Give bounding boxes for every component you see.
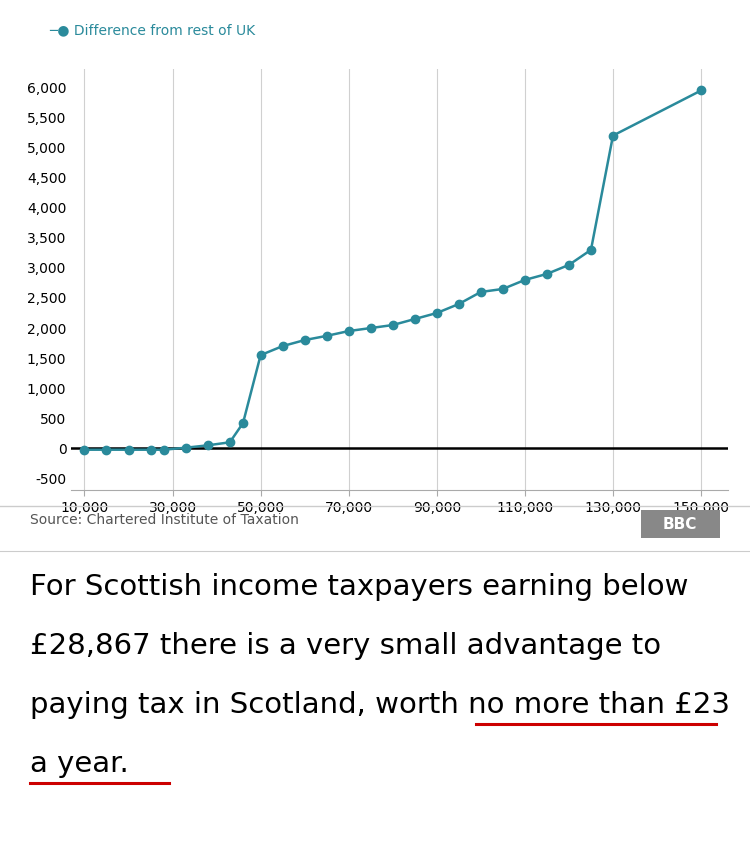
Text: ─● Difference from rest of UK: ─● Difference from rest of UK (49, 23, 255, 37)
Text: a year.: a year. (30, 750, 129, 778)
Text: Source: Chartered Institute of Taxation: Source: Chartered Institute of Taxation (30, 513, 299, 527)
Text: £28,867 there is a very small advantage to: £28,867 there is a very small advantage … (30, 632, 662, 660)
Text: paying tax in Scotland, worth no more than £23: paying tax in Scotland, worth no more th… (30, 691, 730, 719)
Text: For Scottish income taxpayers earning below: For Scottish income taxpayers earning be… (30, 573, 688, 601)
Text: BBC: BBC (663, 516, 698, 532)
